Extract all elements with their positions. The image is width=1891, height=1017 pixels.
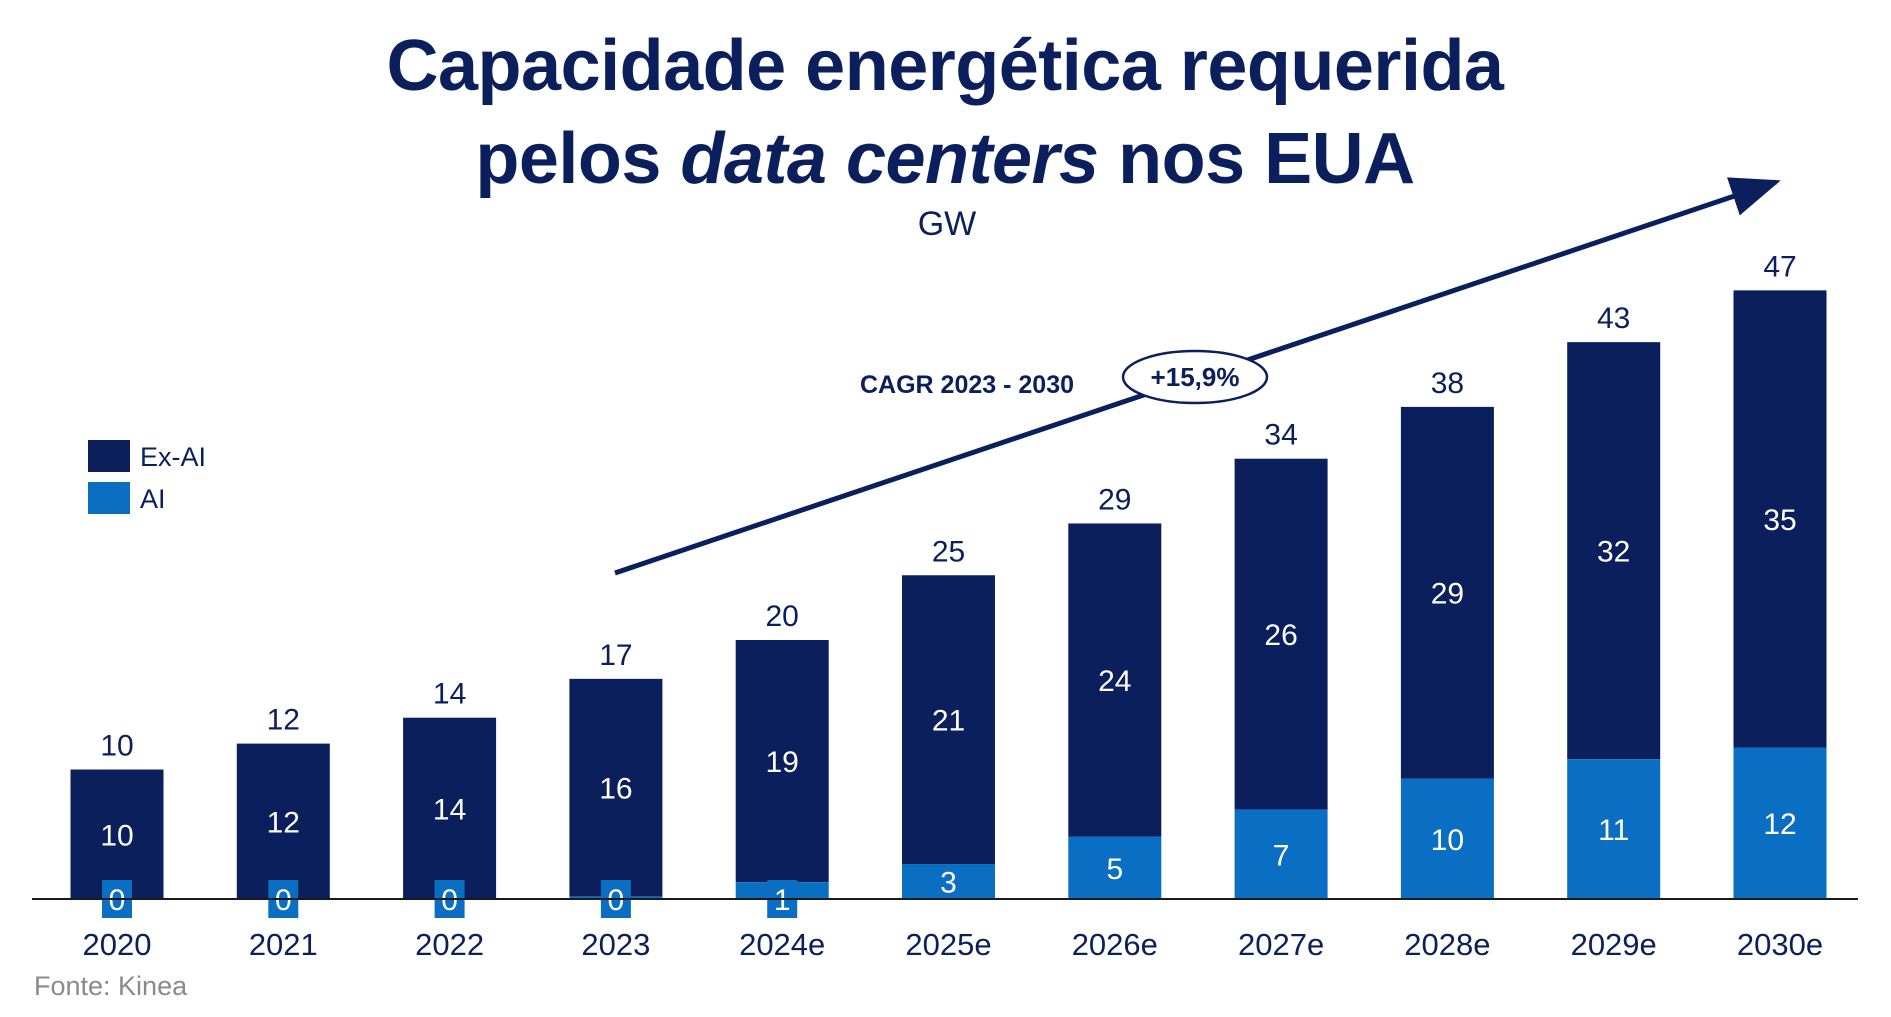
total-label-2023: 17 [599,639,632,672]
value-label-ex-ai-2029e: 32 [1597,536,1630,569]
bar-ai-2028e [1400,778,1494,899]
x-tick-label-2026e: 2026e [1072,927,1158,962]
value-label-ai-2025e: 3 [940,867,957,900]
x-tick-label-2028e: 2028e [1404,927,1490,962]
total-label-2027e: 34 [1264,419,1297,452]
value-label-ex-ai-2028e: 29 [1431,578,1464,611]
total-label-2025e: 25 [932,535,965,568]
value-label-ai-2027e: 7 [1273,839,1290,872]
bar-ai-2025e [902,864,995,899]
legend: Ex-AI AI [88,440,206,514]
labels-group: 10 10 0 12 12 0 14 14 0 17 16 0 20 19 1 25 21 3 29 24 5 34 26 7… [100,250,1797,918]
legend-label-ai: AI [140,484,166,514]
value-label-ai-2022: 0 [441,884,458,917]
x-tick-label-2025e: 2025e [905,927,991,962]
value-label-ex-ai-2020: 10 [100,819,133,852]
value-label-ex-ai-2030e: 35 [1763,504,1796,537]
total-label-2029e: 43 [1597,302,1630,335]
chart-title-part-2: nos EUA [1099,119,1415,199]
value-label-ai-2023: 0 [608,884,625,917]
bar-ex-ai-2030e [1733,290,1827,748]
legend-swatch-ai [88,482,130,514]
value-label-ai-2028e: 10 [1431,824,1464,857]
total-label-2028e: 38 [1431,367,1464,400]
bar-ai-2027e [1234,809,1328,899]
value-label-ai-2024e: 1 [774,884,791,917]
x-axis-ticks: 2020 2021 2022 2023 2024e 2025e 2026e 2027e 2028… [83,927,1824,962]
bar-ex-ai-2023 [569,678,663,897]
cagr-annotation: CAGR 2023 - 2030 +15,9% [614,177,1781,576]
x-tick-label-2023: 2023 [581,927,650,962]
bar-ex-ai-2029e [1567,342,1661,760]
bar-ex-ai-2020 [70,769,164,899]
total-label-2030e: 47 [1763,250,1796,283]
total-label-2026e: 29 [1098,483,1131,516]
bar-ex-ai-2021 [236,743,330,899]
bar-ex-ai-2028e [1400,406,1494,779]
x-tick-label-2022: 2022 [415,927,484,962]
x-tick-label-2021: 2021 [249,927,318,962]
value-label-ex-ai-2025e: 21 [932,705,965,738]
bar-ai-2030e [1733,747,1827,899]
bars-group [70,290,1827,899]
x-tick-label-2029e: 2029e [1571,927,1657,962]
cagr-ellipse [1121,349,1269,405]
value-label-ex-ai-2027e: 26 [1264,619,1297,652]
x-tick-label-2020: 2020 [83,927,152,962]
value-label-ex-ai-2024e: 19 [766,746,799,779]
cagr-value: +15,9% [1151,362,1240,392]
total-label-2024e: 20 [766,600,799,633]
chart-title-line-2: pelos data centers nos EUA [475,119,1414,199]
bar-ex-ai-2026e [1068,523,1162,837]
total-label-2021: 12 [267,704,300,737]
legend-swatch-ex-ai [88,440,130,472]
bar-ex-ai-2022 [403,717,497,899]
chart-title-italic: data centers [680,119,1098,199]
source-note: Fonte: Kinea [34,971,188,1001]
value-label-ex-ai-2022: 14 [433,793,466,826]
x-tick-label-2024e: 2024e [739,927,825,962]
value-label-ai-2020: 0 [109,884,126,917]
value-label-ai-2026e: 5 [1106,853,1123,886]
value-label-ex-ai-2026e: 24 [1098,665,1131,698]
x-tick-label-2030e: 2030e [1737,927,1823,962]
bar-ai-2029e [1567,759,1661,899]
chart-subtitle: GW [918,205,977,243]
bar-ex-ai-2027e [1234,458,1328,810]
bar-ex-ai-2024e [735,640,829,883]
cagr-label: CAGR 2023 - 2030 [860,371,1074,399]
value-label-ex-ai-2021: 12 [267,806,300,839]
value-label-ai-2030e: 12 [1763,808,1796,841]
bar-ex-ai-2025e [902,575,995,865]
x-tick-label-2027e: 2027e [1238,927,1324,962]
chart-title-part-1: pelos [475,119,680,199]
total-label-2020: 10 [100,730,133,763]
bar-ai-2026e [1068,836,1162,899]
value-label-ai-2029e: 11 [1598,814,1629,847]
value-label-ex-ai-2023: 16 [599,773,632,806]
total-label-2022: 14 [433,678,466,711]
chart-title-line-1: Capacidade energética requerida [387,26,1505,106]
legend-label-ex-ai: Ex-AI [140,442,206,472]
value-label-ai-2021: 0 [275,884,292,917]
